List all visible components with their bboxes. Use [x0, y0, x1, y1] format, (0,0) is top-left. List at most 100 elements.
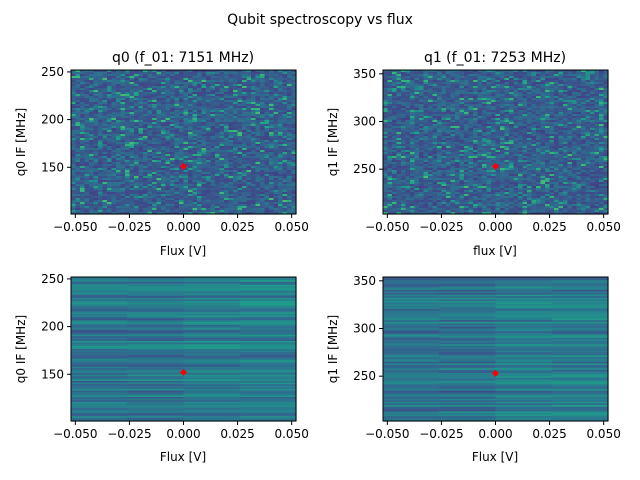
heatmap-cell [107, 90, 113, 93]
heatmap-cell [129, 70, 135, 73]
heatmap-cell [188, 178, 194, 181]
heatmap-cell [396, 100, 402, 103]
heatmap-cell [120, 74, 126, 77]
heatmap-cell [246, 204, 252, 207]
heatmap-cell [93, 108, 99, 111]
heatmap-cell [504, 120, 510, 123]
heatmap-cell [264, 146, 270, 149]
heatmap-cell [246, 148, 252, 151]
heatmap-cell [170, 98, 176, 101]
heatmap-cell [273, 88, 279, 91]
heatmap-cell [246, 144, 252, 147]
heatmap-cell [197, 206, 203, 209]
heatmap-cell [237, 174, 243, 177]
heatmap-cell [291, 186, 297, 189]
heatmap-cell [585, 72, 591, 75]
heatmap-cell [581, 82, 587, 85]
heatmap-cell [143, 182, 149, 185]
heatmap-cell [428, 94, 434, 97]
heatmap-cell [549, 82, 555, 85]
heatmap-cell [228, 166, 234, 169]
heatmap-cell [89, 94, 95, 97]
heatmap-cell [224, 116, 230, 119]
heatmap-cell [143, 102, 149, 105]
heatmap-cell [482, 106, 488, 109]
heatmap-cell [71, 96, 77, 99]
heatmap-cell [491, 108, 497, 111]
heatmap-cell [410, 102, 416, 105]
heatmap-cell [599, 82, 605, 85]
heatmap-cell [125, 86, 131, 89]
heatmap-cell [215, 194, 221, 197]
heatmap-cell [210, 100, 216, 103]
heatmap-cell [590, 116, 596, 119]
heatmap-cell [441, 86, 447, 89]
heatmap-cell [228, 122, 234, 125]
heatmap-cell [188, 194, 194, 197]
heatmap-cell [392, 84, 398, 87]
heatmap-cell [233, 146, 239, 149]
heatmap-cell [291, 116, 297, 119]
heatmap-cell [260, 96, 266, 99]
heatmap-cell [147, 192, 153, 195]
heatmap-cell [522, 104, 528, 107]
heatmap-cell [540, 110, 546, 113]
heatmap-cell [278, 88, 284, 91]
heatmap-cell [107, 172, 113, 175]
heatmap-cell [423, 122, 429, 125]
heatmap-cell [482, 72, 488, 75]
heatmap-cell [549, 122, 555, 125]
heatmap-cell [269, 162, 275, 165]
heatmap-cell [464, 118, 470, 121]
heatmap-cell [183, 158, 189, 161]
heatmap-cell [93, 178, 99, 181]
heatmap-cell [224, 128, 230, 131]
heatmap-cell [143, 122, 149, 125]
heatmap-cell [161, 78, 167, 81]
heatmap-cell [545, 88, 551, 91]
heatmap-cell [98, 144, 104, 147]
heatmap-cell [147, 90, 153, 93]
heatmap-cell [107, 186, 113, 189]
heatmap-cell [585, 102, 591, 105]
heatmap-cell [219, 82, 225, 85]
heatmap-cell [255, 100, 261, 103]
heatmap-cell [383, 70, 389, 73]
heatmap-cell [84, 146, 90, 149]
heatmap-cell [242, 200, 248, 203]
heatmap-cell [197, 116, 203, 119]
heatmap-cell [161, 98, 167, 101]
heatmap-cell [251, 208, 257, 211]
heatmap-cell [549, 78, 555, 81]
heatmap-cell [116, 210, 122, 213]
heatmap-cell [558, 120, 564, 123]
heatmap-cell [509, 110, 515, 113]
heatmap-cell [486, 72, 492, 75]
heatmap-cell [581, 110, 587, 113]
heatmap-cell [504, 98, 510, 101]
heatmap-cell [93, 148, 99, 151]
heatmap-cell [75, 162, 81, 165]
heatmap-cell [75, 182, 81, 185]
heatmap-cell [179, 70, 185, 73]
heatmap-cell [278, 96, 284, 99]
heatmap-cell [233, 100, 239, 103]
heatmap-cell [477, 82, 483, 85]
heatmap-cell [152, 118, 158, 121]
heatmap-cell [75, 114, 81, 117]
heatmap-cell [80, 152, 86, 155]
heatmap-cell [152, 80, 158, 83]
heatmap-cell [210, 188, 216, 191]
heatmap-cell [170, 114, 176, 117]
heatmap-cell [152, 74, 158, 77]
heatmap-cell [392, 92, 398, 95]
heatmap-cell [80, 206, 86, 209]
heatmap-cell [188, 120, 194, 123]
heatmap-cell [183, 94, 189, 97]
heatmap-cell [93, 150, 99, 153]
heatmap-cell [260, 134, 266, 137]
heatmap-cell [107, 126, 113, 129]
heatmap-cell [269, 80, 275, 83]
heatmap-cell [170, 176, 176, 179]
heatmap-cell [152, 190, 158, 193]
